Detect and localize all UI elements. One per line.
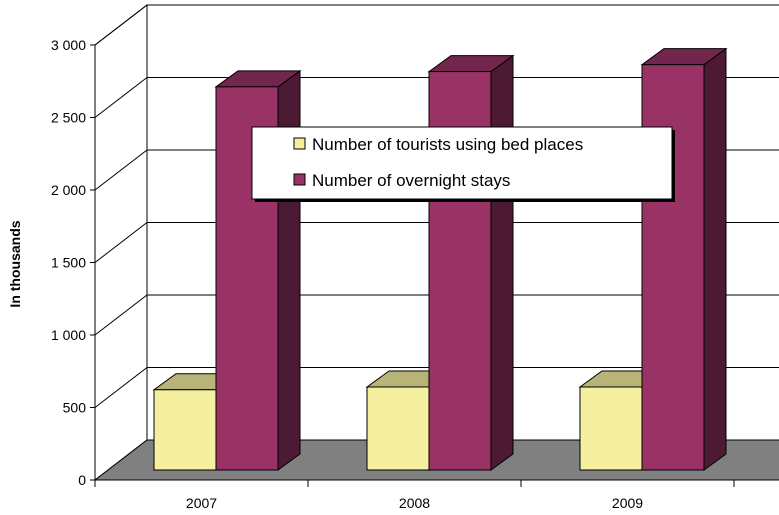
bar-front xyxy=(641,64,705,471)
legend-label: Number of overnight stays xyxy=(312,171,510,190)
x-tick-labels: 2007 2008 2009 xyxy=(186,495,643,511)
legend-swatch xyxy=(293,137,306,150)
y-tick-label: 1 000 xyxy=(51,327,86,343)
bar-front xyxy=(153,389,217,471)
axes xyxy=(90,44,779,487)
y-axis-label: In thousands xyxy=(7,220,23,307)
y-tick-label: 3 000 xyxy=(51,37,86,53)
legend-swatch xyxy=(293,173,306,186)
y-tick-label: 2 500 xyxy=(51,110,86,126)
gridline-side xyxy=(94,222,148,263)
x-tick-label: 2007 xyxy=(186,495,217,511)
bar-front xyxy=(366,386,430,471)
legend-label: Number of tourists using bed places xyxy=(312,135,583,154)
y-tick-label: 2 000 xyxy=(51,182,86,198)
bar xyxy=(427,54,515,471)
y-tick-labels: 0 500 1 000 1 500 2 000 2 500 3 000 xyxy=(51,37,86,488)
bar-side xyxy=(703,47,727,471)
gridline-side xyxy=(94,4,148,46)
x-tick-label: 2008 xyxy=(399,495,430,511)
x-tick-label: 2009 xyxy=(612,495,643,511)
bar-front xyxy=(579,386,643,471)
legend-box xyxy=(251,126,673,200)
bar xyxy=(640,47,728,471)
y-tick-label: 500 xyxy=(63,400,87,416)
gridline-side xyxy=(94,149,148,191)
gridline-side xyxy=(94,294,148,336)
gridline-side xyxy=(94,367,148,408)
legend: Number of tourists using bed places Numbe… xyxy=(251,126,675,202)
gridline-side xyxy=(94,77,148,118)
bar-side xyxy=(490,54,514,471)
y-tick-label: 1 500 xyxy=(51,255,86,271)
y-tick-label: 0 xyxy=(78,472,86,488)
